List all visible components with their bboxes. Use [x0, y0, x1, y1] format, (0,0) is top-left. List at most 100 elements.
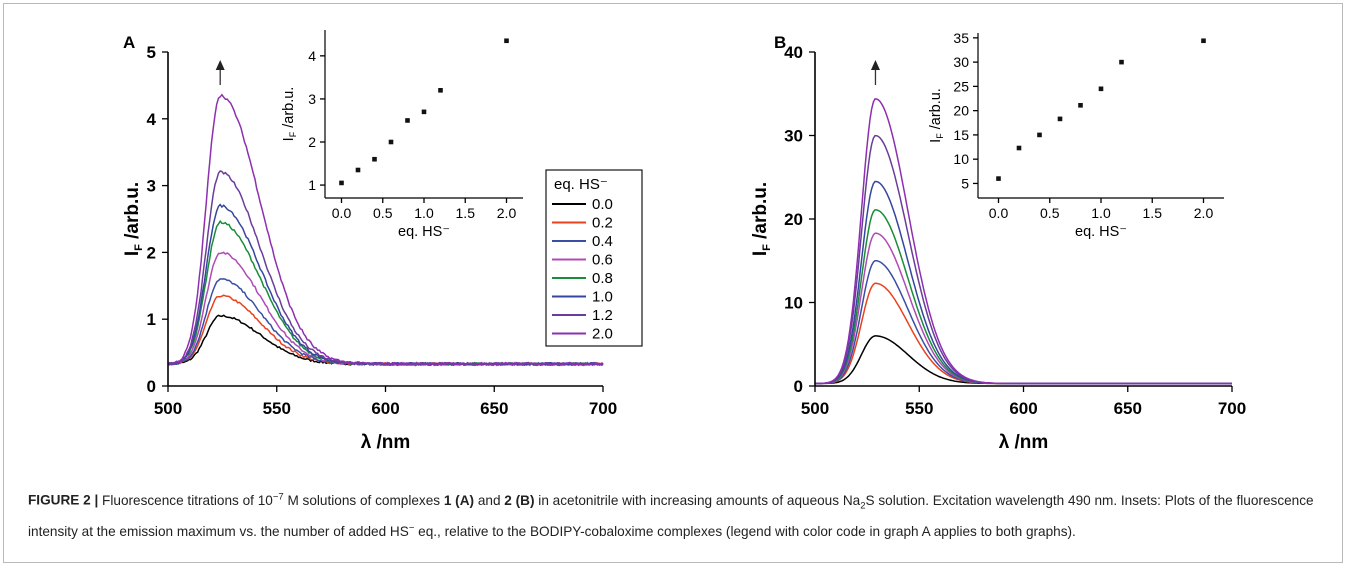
figure-caption: FIGURE 2 | Fluorescence titrations of 10… — [28, 486, 1318, 543]
inset-y-tick-label: 15 — [953, 127, 969, 143]
inset-x-tick-label: 0.0 — [332, 205, 352, 221]
inset-plot: 0.0 0.5 1.0 1.5 2.0 1 2 3 4 eq. HS⁻ IF /arb.u. — [281, 30, 523, 240]
legend-box — [545, 169, 643, 347]
x-tick-label: 500 — [801, 399, 829, 418]
x-tick-label: 500 — [154, 399, 182, 418]
inset-y-tick-label: 3 — [308, 91, 316, 107]
x-tick-label: 650 — [480, 399, 508, 418]
spectrum-line-0-4 — [815, 260, 1232, 385]
inset-y-tick-label: 10 — [953, 151, 969, 167]
spectrum-line-0-4 — [167, 278, 604, 367]
inset-x-axis-label: eq. HS⁻ — [1075, 224, 1127, 240]
inset-y-label-sub: F — [288, 131, 298, 137]
caption-part: − — [408, 522, 415, 534]
inset-x-tick-label: 1.0 — [1091, 205, 1111, 221]
inset-data-point — [1057, 116, 1063, 122]
inset-data-point — [1201, 38, 1206, 44]
legend-entry-label: 1.0 — [592, 289, 613, 306]
x-tick-label: 600 — [371, 399, 399, 418]
caption-part: 2 (B) — [504, 492, 535, 508]
y-axis-label-main: I — [122, 251, 143, 256]
inset-y-label-main: I — [281, 137, 297, 141]
inset-x-tick-label: 0.5 — [1040, 205, 1060, 221]
x-tick-label: 700 — [589, 399, 617, 418]
panel-label: A — [123, 33, 135, 52]
caption-part: and — [474, 492, 505, 508]
y-tick-label: 5 — [147, 43, 156, 62]
x-tick-label: 650 — [1114, 399, 1142, 418]
legend-entry-label: 0.0 — [592, 196, 613, 213]
inset-y-tick-label: 2 — [308, 134, 316, 150]
panel-label: B — [774, 33, 786, 52]
spectrum-line-0-6 — [815, 232, 1232, 385]
inset-y-label-unit: /arb.u. — [281, 87, 297, 132]
caption-part: M solutions of complexes — [283, 492, 444, 508]
increase-arrow-head — [870, 60, 880, 70]
legend-entry-label: 1.2 — [592, 307, 613, 324]
inset-x-tick-label: 0.5 — [373, 205, 393, 221]
inset-y-tick-label: 4 — [308, 48, 316, 64]
x-tick-label: 550 — [905, 399, 933, 418]
inset-x-axis-label: eq. HS⁻ — [398, 224, 450, 240]
inset-x-tick-label: 1.0 — [414, 205, 434, 221]
caption-label: FIGURE 2 | — [28, 492, 99, 508]
caption-text: Fluorescence titrations of 10−7 M soluti… — [28, 491, 1314, 539]
inset-data-point — [339, 180, 344, 186]
legend-entry-label: 2.0 — [592, 326, 613, 343]
inset-plot: 0.0 0.5 1.0 1.5 2.0 5 10 15 20 25 30 35 eq. HS⁻ IF /a… — [928, 30, 1224, 240]
inset-data-point — [388, 139, 394, 145]
inset-x-tick-label: 2.0 — [497, 205, 517, 221]
y-tick-label: 2 — [147, 243, 156, 262]
inset-data-point — [438, 88, 443, 93]
caption-part: 1 (A) — [443, 492, 475, 508]
inset-x-tick-label: 1.5 — [456, 205, 476, 221]
y-tick-label: 30 — [784, 127, 803, 146]
inset-data-point — [372, 156, 377, 162]
inset-y-tick-label: 30 — [953, 54, 969, 70]
legend-entry-label: 0.4 — [592, 233, 613, 250]
inset-y-tick-label: 20 — [953, 103, 969, 119]
caption-part: S solution. Excitation wavelength 490 nm… — [28, 492, 1314, 539]
inset-data-point — [1037, 132, 1042, 138]
y-tick-label: 20 — [784, 210, 803, 229]
inset-y-label-main: I — [928, 139, 944, 143]
legend-entry-label: 0.2 — [592, 215, 613, 232]
inset-data-point — [405, 118, 410, 123]
spectra-series — [815, 98, 1232, 385]
y-tick-label: 0 — [147, 377, 156, 396]
legend-entry-label: 0.8 — [592, 270, 613, 287]
y-tick-label: 3 — [147, 177, 156, 196]
inset-x-tick-label: 1.5 — [1143, 205, 1163, 221]
x-axis-label: λ /nm — [361, 432, 411, 453]
inset-y-axis-label: IF /arb.u. — [281, 87, 298, 142]
legend: eq. HS⁻ 0.0 0.20.4 0.60.8 1.01.2 2.0 — [545, 169, 643, 347]
x-axis-label: λ /nm — [999, 432, 1049, 453]
spectra-series — [167, 93, 604, 367]
legend-entry-label: 0.6 — [592, 252, 613, 269]
inset-y-axis-label: IF /arb.u. — [928, 88, 945, 143]
y-axis-label-unit: /arb.u. — [122, 182, 143, 244]
caption-part: 2 — [860, 500, 866, 512]
inset-y-tick-label: 25 — [953, 78, 969, 94]
inset-y-label-unit: /arb.u. — [928, 88, 944, 133]
inset-y-tick-label: 5 — [961, 175, 969, 191]
inset-background — [978, 33, 1224, 198]
inset-x-tick-label: 0.0 — [989, 205, 1009, 221]
increase-arrow-head — [215, 60, 225, 70]
caption-part: −7 — [272, 491, 284, 502]
inset-data-point — [1016, 145, 1022, 151]
y-axis-label: IF /arb.u. — [122, 182, 145, 256]
inset-data-point — [1078, 103, 1083, 108]
spectrum-line-1-2 — [167, 170, 604, 367]
spectrum-line-0-2 — [167, 294, 604, 367]
inset-data-point — [996, 176, 1001, 181]
y-tick-label: 40 — [784, 43, 803, 62]
y-axis-label-sub: F — [133, 244, 145, 251]
x-tick-label: 550 — [263, 399, 291, 418]
caption-part: eq., relative to the BODIPY-cobaloxime c… — [414, 523, 1076, 539]
spectrum-line-0-0 — [167, 314, 604, 367]
inset-data-point — [1119, 59, 1124, 65]
